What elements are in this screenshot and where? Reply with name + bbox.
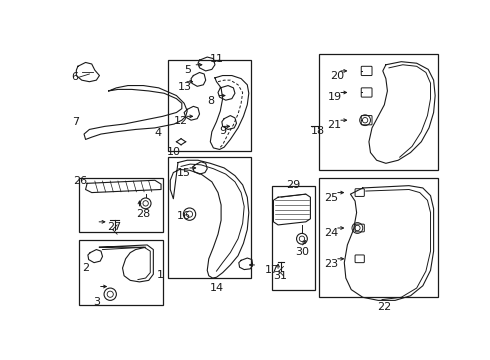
Text: 30: 30 bbox=[295, 247, 309, 257]
Text: 23: 23 bbox=[324, 259, 339, 269]
Bar bbox=[272, 186, 315, 289]
Text: 15: 15 bbox=[176, 168, 191, 178]
Text: 4: 4 bbox=[155, 128, 162, 138]
Text: 8: 8 bbox=[207, 95, 214, 105]
Text: 25: 25 bbox=[324, 193, 339, 203]
Bar bbox=[168, 60, 251, 151]
Text: 26: 26 bbox=[74, 176, 87, 186]
Text: 5: 5 bbox=[184, 65, 191, 75]
Text: 14: 14 bbox=[210, 283, 224, 293]
Text: 10: 10 bbox=[167, 147, 181, 157]
Text: 17: 17 bbox=[265, 265, 279, 275]
Text: 24: 24 bbox=[324, 228, 339, 238]
Text: 22: 22 bbox=[377, 302, 391, 312]
Text: 7: 7 bbox=[72, 117, 79, 127]
Text: 29: 29 bbox=[286, 180, 300, 190]
Bar bbox=[319, 54, 438, 170]
Text: 28: 28 bbox=[136, 209, 150, 219]
Text: 18: 18 bbox=[311, 126, 325, 136]
Text: 19: 19 bbox=[327, 93, 342, 103]
Text: 12: 12 bbox=[173, 116, 188, 126]
Text: 21: 21 bbox=[327, 120, 342, 130]
Text: 27: 27 bbox=[107, 222, 122, 232]
Bar bbox=[168, 157, 251, 278]
Bar bbox=[319, 178, 438, 297]
Bar bbox=[79, 239, 163, 305]
Text: 11: 11 bbox=[210, 54, 224, 64]
Text: 2: 2 bbox=[82, 263, 90, 273]
Text: 6: 6 bbox=[72, 72, 79, 82]
Text: 13: 13 bbox=[178, 82, 192, 92]
Text: 16: 16 bbox=[176, 211, 191, 221]
Text: 20: 20 bbox=[330, 71, 344, 81]
Text: 3: 3 bbox=[93, 297, 100, 307]
Text: 9: 9 bbox=[219, 126, 226, 136]
Text: 1: 1 bbox=[156, 270, 164, 280]
Text: 31: 31 bbox=[273, 271, 288, 281]
Bar bbox=[79, 178, 163, 232]
